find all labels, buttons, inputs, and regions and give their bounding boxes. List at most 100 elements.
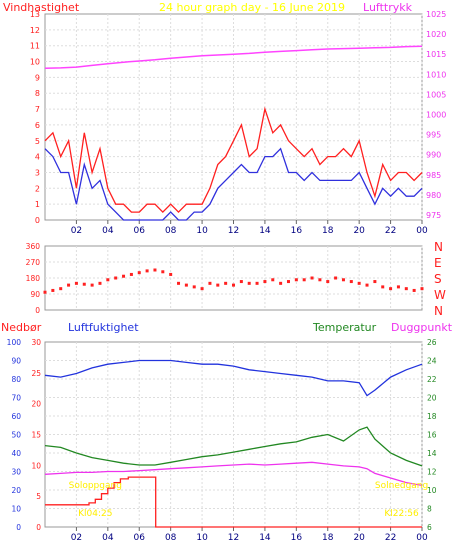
y-tick-label: 10 <box>427 486 437 495</box>
wind-direction-point <box>389 287 393 291</box>
wind-direction-point <box>137 271 141 275</box>
y-tick-label: 100 <box>7 338 22 347</box>
rain-line <box>45 476 422 528</box>
rain-axis-title: Nedbør <box>1 321 42 334</box>
y-tick-label: 20 <box>427 394 437 403</box>
sun-annotation: Kl04:25 <box>78 509 112 519</box>
wind-direction-point <box>59 287 63 291</box>
x-tick-label: 10 <box>196 226 208 236</box>
wind-direction-point <box>271 278 275 282</box>
y-tick-label: 990 <box>426 151 441 160</box>
humidity-temperature-series <box>44 359 423 528</box>
wind-direction-point <box>129 272 133 276</box>
wind-direction-point <box>349 280 353 284</box>
wind-pressure-panel: Vindhastighet 24 hour graph day - 16 Jun… <box>3 1 446 236</box>
y-tick-label: 8 <box>35 89 40 98</box>
x-tick-label: 08 <box>165 226 177 236</box>
y-tick-label: 0 <box>35 216 40 225</box>
y-tick-label: 18 <box>427 412 437 421</box>
wind-direction-point <box>184 283 188 287</box>
x-tick-label: 18 <box>322 533 334 543</box>
x-tick-label: 14 <box>259 226 271 236</box>
sun-annotations: Soloppgang Kl04:25 Solnedgang Kl22:56 <box>69 481 429 519</box>
wind-direction-point <box>169 272 173 276</box>
y-tick-label: 26 <box>427 338 437 347</box>
temperature-axis: 6 8 10 12 14 16 18 20 22 24 26 <box>427 338 437 532</box>
x-tick-label: 12 <box>228 533 239 543</box>
x-tick-label: 08 <box>165 533 177 543</box>
y-tick-label: 360 <box>26 242 41 251</box>
humidity-temperature-x-axis: 02 04 06 08 10 12 14 16 18 20 22 00 <box>71 527 428 543</box>
x-tick-label: 22 <box>385 226 396 236</box>
y-tick-label: 5 <box>36 492 41 501</box>
y-tick-label: 1 <box>35 200 40 209</box>
wind-direction-point <box>43 290 47 294</box>
y-tick-label: 90 <box>11 357 21 366</box>
pressure-line <box>44 45 423 70</box>
y-tick-label: 50 <box>11 431 21 440</box>
x-tick-label: 18 <box>322 226 334 236</box>
x-tick-label: 06 <box>134 533 146 543</box>
y-tick-label: 10 <box>30 58 40 67</box>
y-tick-label: 0 <box>36 523 41 532</box>
y-tick-label: 6 <box>427 523 432 532</box>
y-tick-label: 995 <box>426 131 441 140</box>
wind-direction-point <box>334 276 338 280</box>
y-tick-label: 11 <box>30 42 40 51</box>
wind_gust-line <box>44 106 423 214</box>
y-tick-label: 5 <box>35 137 40 146</box>
humidity-temperature-grid <box>45 342 423 527</box>
sun-annotation: Solnedgang <box>375 481 428 491</box>
x-tick-label: 12 <box>228 226 239 236</box>
wind-direction-point <box>82 282 86 286</box>
y-tick-label: 22 <box>427 375 437 384</box>
compass-label: W <box>434 288 446 302</box>
x-tick-label: 16 <box>291 533 303 543</box>
wind-direction-point <box>208 281 212 285</box>
y-tick-label: 1025 <box>426 10 446 19</box>
y-tick-label: 12 <box>427 468 437 477</box>
y-tick-label: 1015 <box>426 50 446 59</box>
wind-direction-point <box>263 280 267 284</box>
x-tick-label: 14 <box>259 533 271 543</box>
wind-direction-point <box>310 276 314 280</box>
wind-direction-point <box>192 285 196 289</box>
wind-direction-point <box>200 287 204 291</box>
wind-direction-point <box>381 285 385 289</box>
y-tick-label: 1010 <box>426 70 446 79</box>
humidity-axis: 0 5 10 15 20 25 30 <box>31 338 41 532</box>
wind-direction-point <box>420 287 424 291</box>
y-tick-label: 20 <box>31 400 41 409</box>
y-tick-label: 30 <box>31 338 41 347</box>
y-tick-label: 15 <box>31 431 41 440</box>
y-tick-label: 1020 <box>426 30 446 39</box>
wind-direction-point <box>114 276 118 280</box>
y-tick-label: 60 <box>11 412 21 421</box>
x-tick-label: 20 <box>353 226 365 236</box>
wind-direction-point <box>216 283 220 287</box>
y-tick-label: 4 <box>35 153 40 162</box>
x-tick-label: 00 <box>416 533 428 543</box>
y-tick-label: 980 <box>426 191 441 200</box>
wind-direction-point <box>74 281 78 285</box>
y-tick-label: 975 <box>426 211 441 220</box>
y-tick-label: 90 <box>30 290 40 299</box>
y-tick-label: 3 <box>35 168 40 177</box>
wind-direction-point <box>318 278 322 282</box>
pressure-axis: 975 980 985 990 995 1000 1005 1010 1015 1020 1025 <box>426 10 446 220</box>
wind-direction-point <box>357 281 361 285</box>
wind_avg-line <box>44 147 423 221</box>
wind-direction-point <box>145 269 149 273</box>
humidity-axis-title: Luftfuktighet <box>68 321 139 334</box>
y-tick-label: 7 <box>35 105 40 114</box>
x-tick-label: 02 <box>71 226 82 236</box>
y-tick-label: 270 <box>26 258 41 267</box>
wind-direction-point <box>294 278 298 282</box>
sun-annotation: Soloppgang <box>69 481 122 491</box>
x-tick-label: 10 <box>196 533 208 543</box>
y-tick-label: 12 <box>30 26 40 35</box>
x-tick-label: 02 <box>71 533 82 543</box>
wind-pressure-series <box>44 45 423 221</box>
